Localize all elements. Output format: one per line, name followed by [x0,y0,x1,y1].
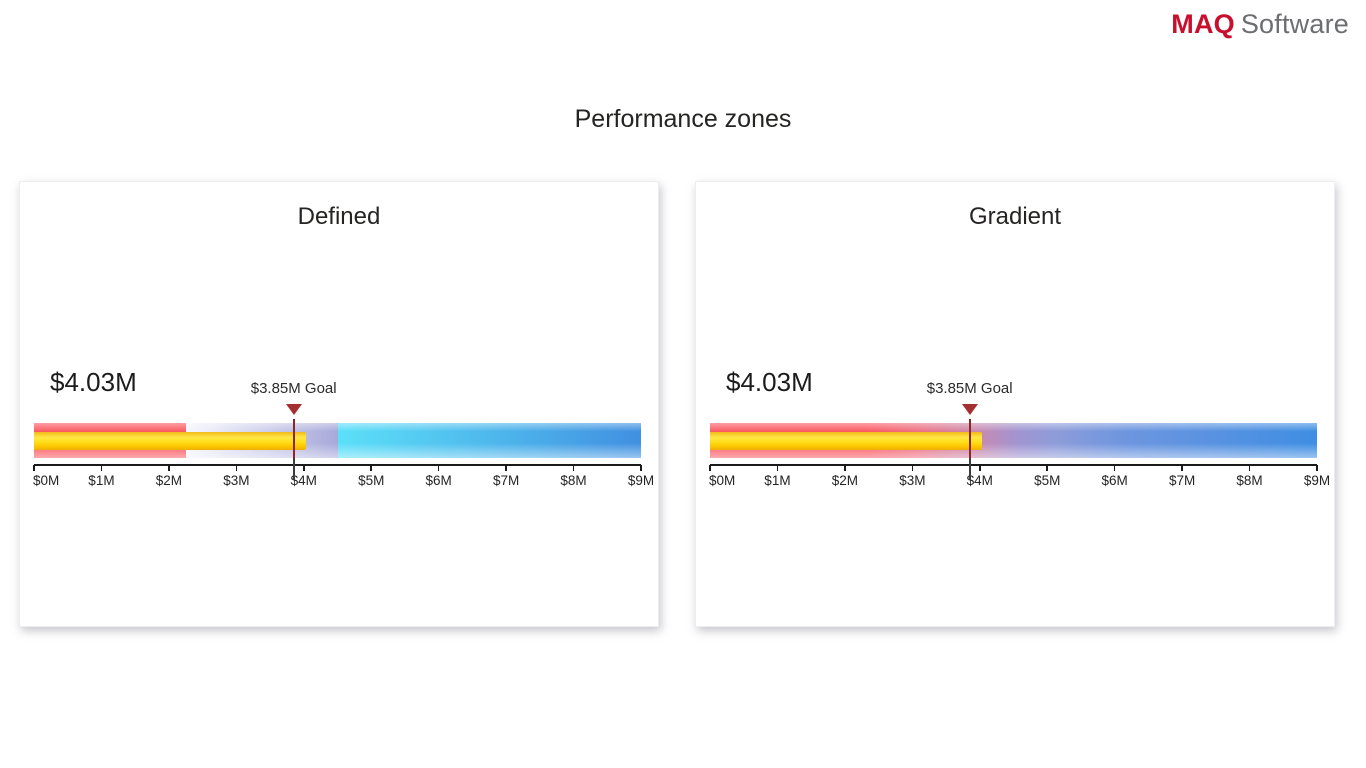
axis-line [34,464,641,466]
axis-tick-label: $5M [358,473,385,488]
goal-label: $3.85M Goal [250,380,337,397]
axis-tick-label: $2M [155,473,183,488]
axis-tick-label: $8M [1236,473,1263,488]
goal-label: $3.85M Goal [926,380,1013,397]
axis-tick-label: $4M [290,473,317,488]
x-axis: $0M $1M $2M $3M $4M $5M $6M $7M $8M $9M [33,464,654,494]
axis-tick-label: $9M [627,473,655,488]
axis-tick-label: $0M [33,473,60,488]
goal-marker-icon[interactable] [285,404,302,415]
axis-tick-label: $6M [425,473,452,488]
bullet-chart-defined: $4.03M $3.85M Goal $0M $1M $2M $3M $4M $… [33,367,654,497]
value-bar[interactable] [34,431,306,450]
axis-tick-label: $7M [1168,473,1196,488]
axis-tick-label: $3M [223,473,250,488]
logo-primary-text: MAQ [1171,9,1235,39]
page-title: Performance zones [574,105,792,133]
value-label: $4.03M [50,367,137,397]
goal-line [292,419,295,458]
axis-tick-label: $1M [88,473,115,488]
axis-tick-label: $7M [492,473,520,488]
maq-software-logo: MAQ Software [1171,9,1349,40]
card-defined: Defined $4.03M $3.85M Goal $0M $1M $2M $… [19,181,659,627]
bullet-chart-gradient: $4.03M $3.85M Goal $0M $1M $2M $3M $4M $… [709,367,1330,497]
axis-tick-label: $2M [831,473,859,488]
bullet-track[interactable] [34,423,641,458]
bullet-track[interactable] [710,423,1317,458]
goal-line-extension [969,458,971,480]
goal-marker-icon[interactable] [961,404,978,415]
axis-tick-label: $3M [899,473,926,488]
zone-high[interactable] [337,423,641,458]
value-bar[interactable] [710,431,982,450]
axis-tick-label: $4M [966,473,993,488]
chart-title-gradient: Gradient [968,203,1062,230]
axis-tick-label: $0M [709,473,736,488]
axis-tick-label: $6M [1101,473,1128,488]
chart-title-defined: Defined [297,203,381,230]
axis-tick-label: $1M [764,473,791,488]
goal-line-extension [293,458,295,480]
axis-tick-label: $5M [1034,473,1061,488]
x-axis: $0M $1M $2M $3M $4M $5M $6M $7M $8M $9M [709,464,1330,494]
goal-line [968,419,971,458]
axis-line [710,464,1317,466]
value-label: $4.03M [726,367,813,397]
logo-secondary-text: Software [1240,9,1349,39]
axis-tick-label: $8M [560,473,587,488]
card-gradient: Gradient $4.03M $3.85M Goal $0M $1M $2M … [695,181,1335,627]
axis-tick-label: $9M [1303,473,1331,488]
